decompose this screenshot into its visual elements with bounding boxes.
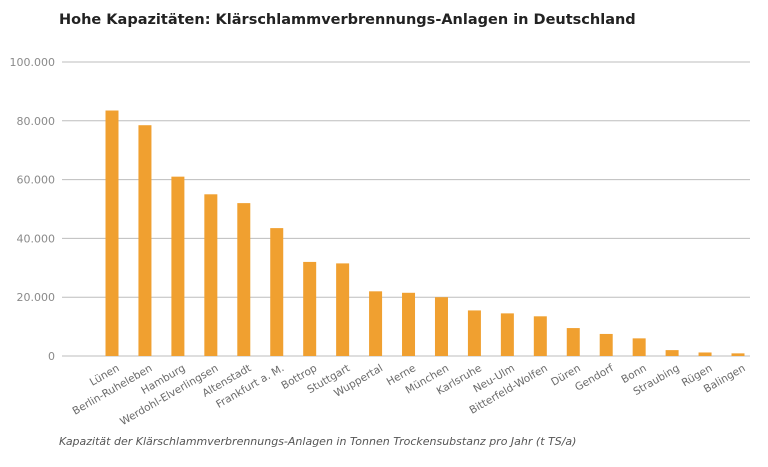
bar — [138, 125, 152, 357]
bar — [336, 263, 350, 356]
chart-title: Hohe Kapazitäten: Klärschlammverbrennung… — [59, 12, 636, 28]
x-category-label: Gendorf — [573, 362, 616, 394]
bar — [369, 291, 383, 356]
bar — [698, 352, 712, 356]
bar — [632, 338, 646, 356]
bar — [665, 350, 679, 356]
y-tick-label: 100.000 — [10, 56, 56, 69]
bar — [171, 176, 185, 356]
bar — [303, 261, 317, 356]
chart-caption: Kapazität der Klärschlammverbrennungs-An… — [59, 435, 577, 448]
bar — [204, 194, 218, 356]
y-tick-label: 80.000 — [17, 115, 56, 128]
bar — [500, 313, 514, 356]
bar — [467, 310, 481, 356]
bar — [270, 228, 284, 356]
y-axis-tick-labels: 0 20.000 40.000 60.000 80.000 100.000 — [10, 56, 56, 363]
x-axis-category-labels: LünenBerlin-RuhelebenHamburgWerdohl-Elve… — [70, 362, 747, 428]
bar — [533, 316, 547, 356]
bar — [731, 353, 745, 356]
bar — [599, 333, 613, 356]
bar — [434, 297, 448, 356]
bar — [566, 328, 580, 356]
y-tick-label: 0 — [48, 350, 55, 363]
y-tick-label: 60.000 — [17, 174, 56, 187]
bar — [105, 110, 119, 356]
bar — [402, 292, 416, 356]
y-tick-label: 20.000 — [17, 291, 56, 304]
bars — [105, 110, 745, 357]
bar — [237, 203, 251, 356]
y-tick-label: 40.000 — [17, 232, 56, 245]
